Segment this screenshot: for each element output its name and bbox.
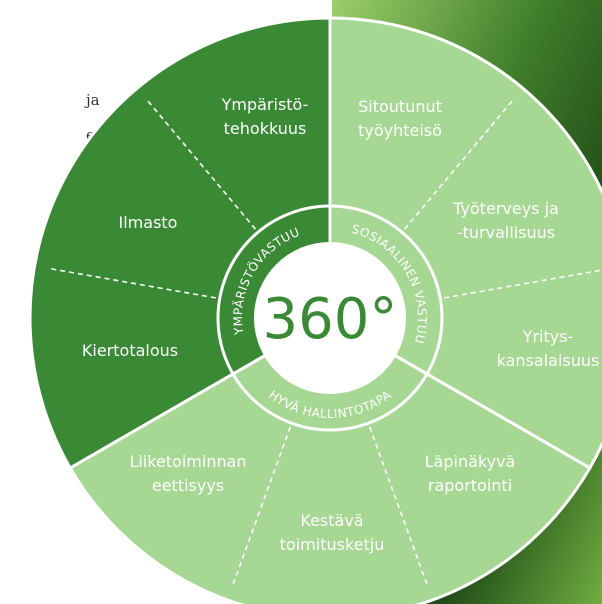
- center-label: 360°: [263, 287, 398, 352]
- item-line: Ilmasto: [119, 213, 178, 232]
- item-line: Ympäristö-: [221, 95, 309, 114]
- item-line: Läpinäkyvä: [425, 452, 516, 471]
- diagram: ja en 360°YMPÄRISTÖVASTUUSOSIAALINEN VAS…: [0, 0, 602, 604]
- item-line: Kiertotalous: [82, 341, 178, 360]
- item-line: Liiketoiminnan: [129, 452, 246, 471]
- item-line: Kestävä: [300, 511, 363, 530]
- item-line: Sitoutunut: [358, 97, 442, 116]
- intro-fragment: ja: [84, 91, 100, 109]
- item-line: työyhteisö: [358, 121, 442, 140]
- item-line: Työterveys ja: [452, 199, 559, 218]
- item-line: -turvallisuus: [457, 223, 555, 242]
- item-line: kansalaisuus: [497, 351, 600, 370]
- item-line: eettisyys: [152, 476, 224, 495]
- item-line: Yritys-: [522, 327, 574, 346]
- item-line: toimitusketju: [280, 535, 385, 554]
- item-line: tehokkuus: [224, 119, 307, 138]
- item-label: Ilmasto: [119, 213, 178, 232]
- item-line: raportointi: [428, 476, 512, 495]
- item-label: Kiertotalous: [82, 341, 178, 360]
